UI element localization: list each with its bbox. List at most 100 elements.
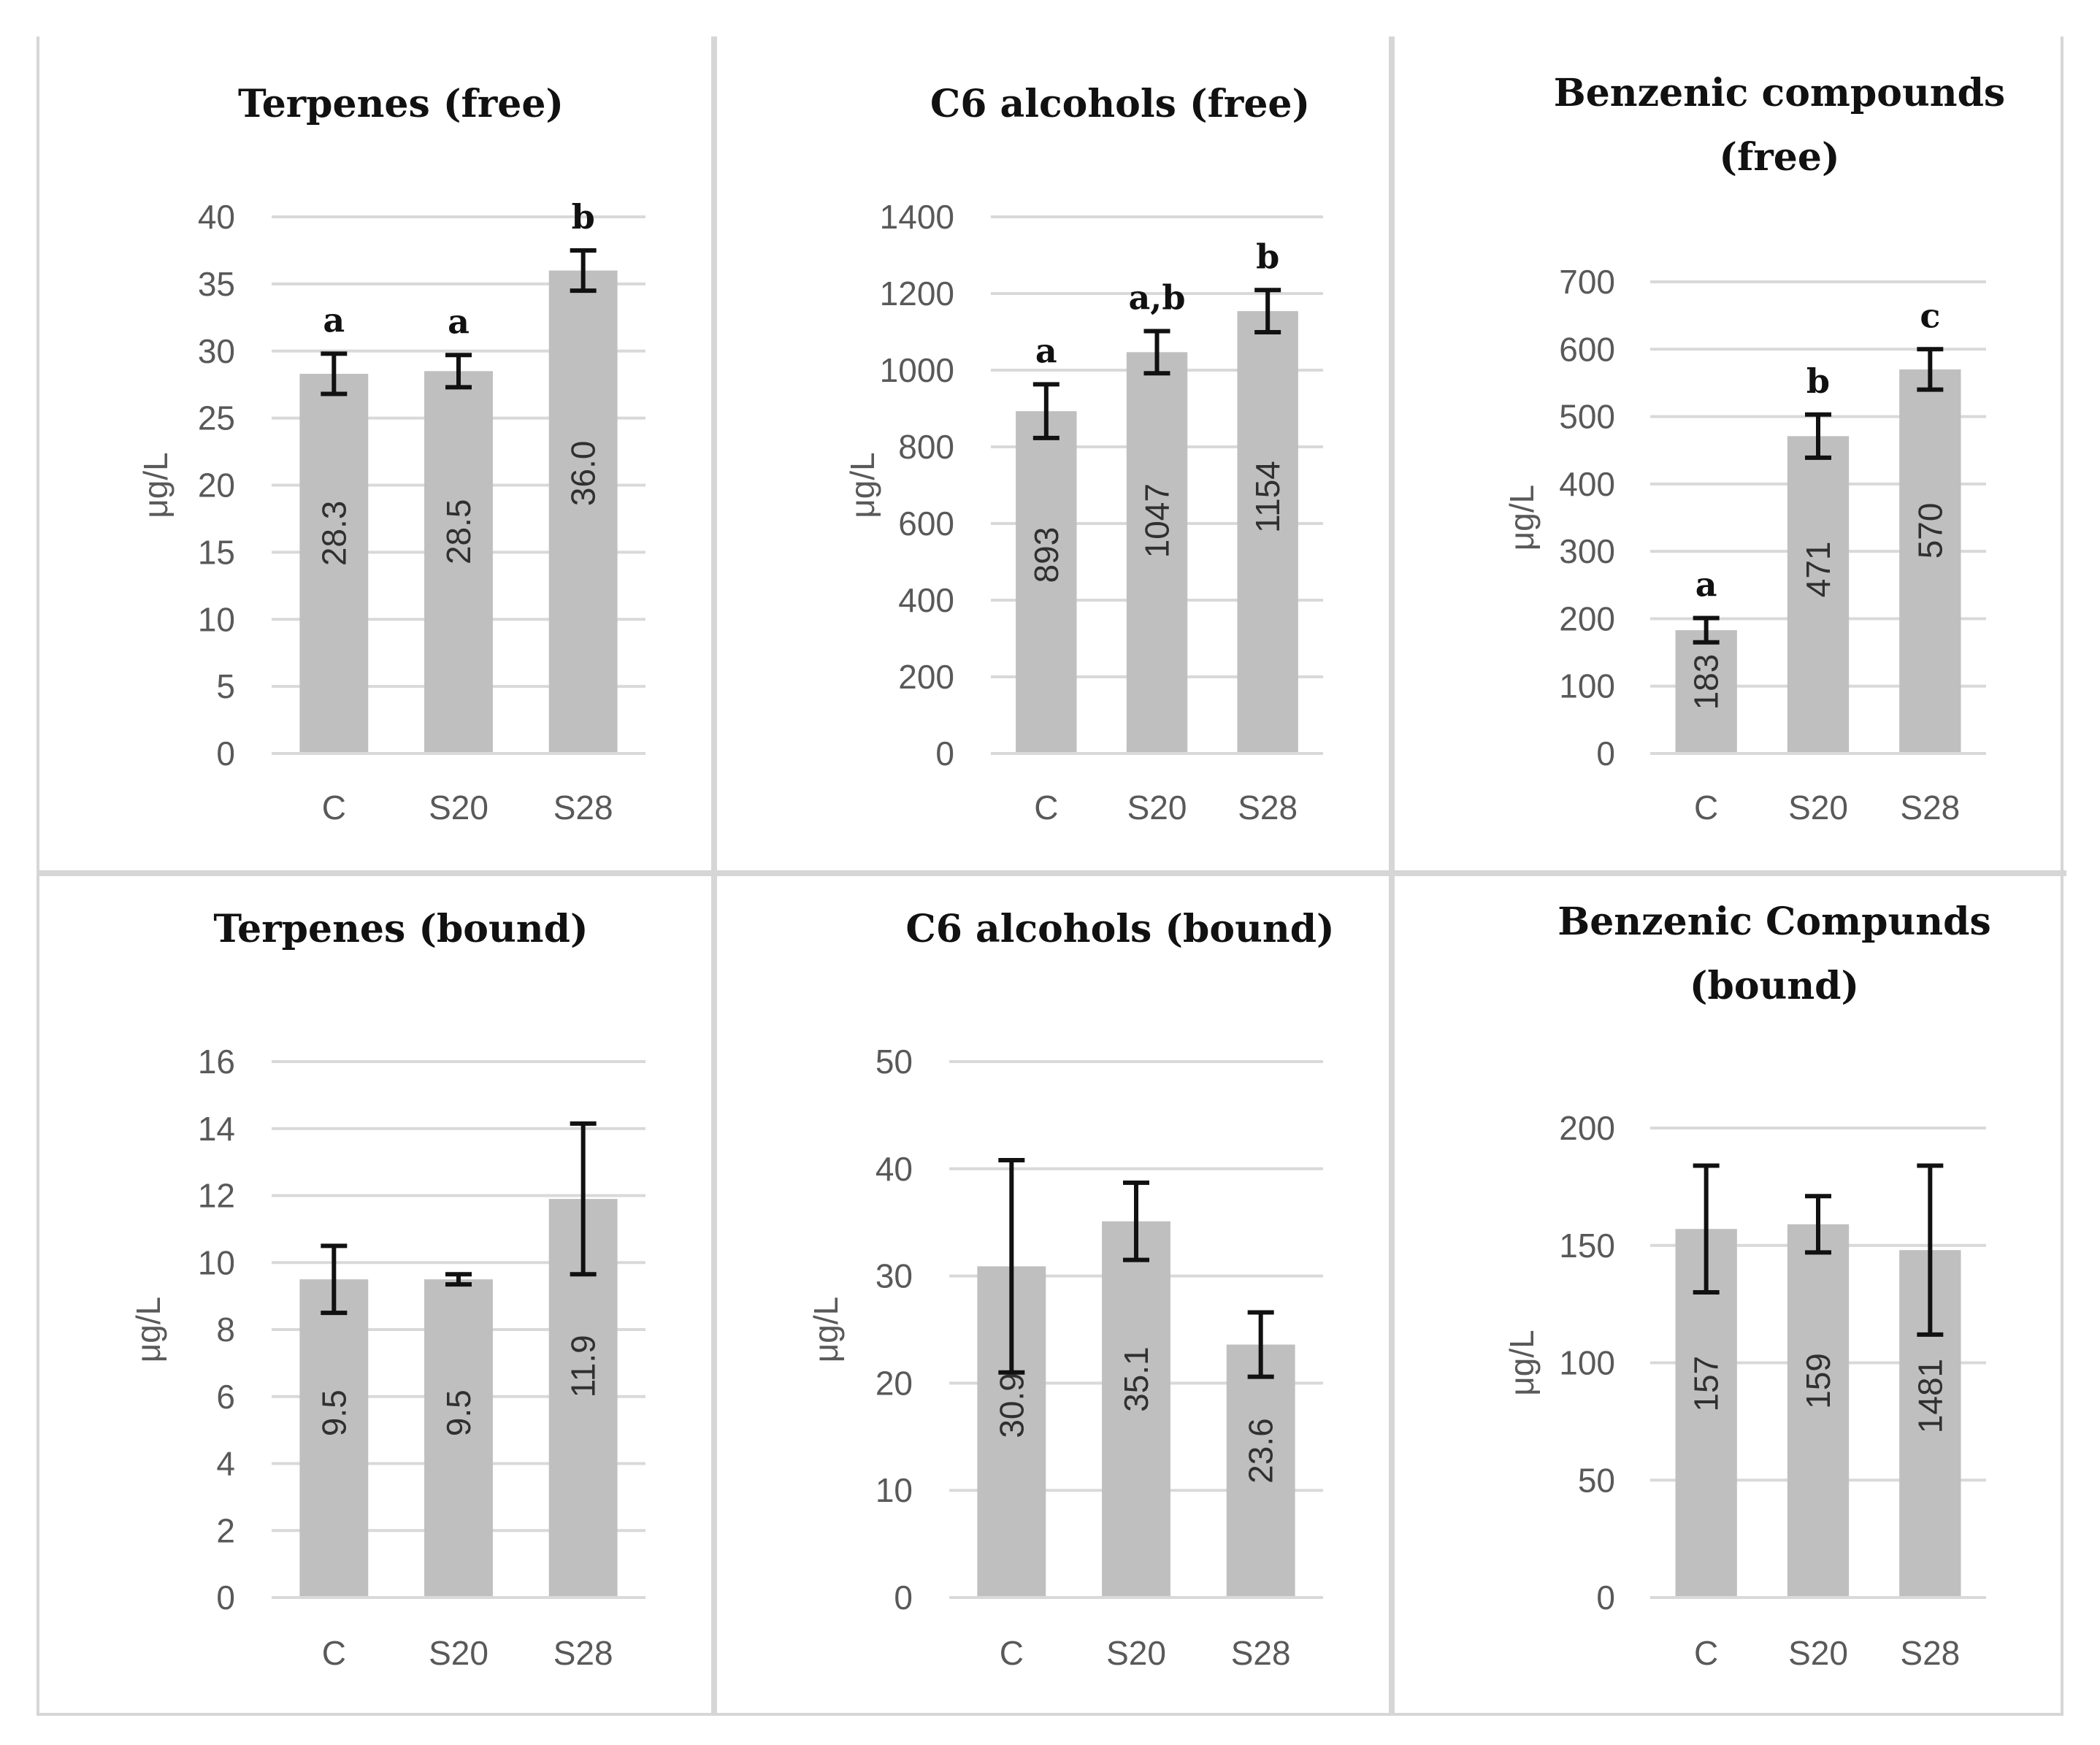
bar	[1787, 436, 1850, 753]
chart-terpenes-bound: Terpenes (bound) 0 2 4 6 8 10 12 14 16 μg/L 9.5 C 9.5…	[129, 907, 645, 1672]
y-tick-label: 16	[198, 1043, 235, 1081]
y-tick-label: 500	[1559, 398, 1615, 436]
chart-title: (bound)	[1690, 964, 1859, 1008]
y-tick-label: 25	[198, 399, 235, 437]
data-label: 471	[1799, 542, 1837, 598]
data-label: 183	[1687, 654, 1725, 710]
y-tick-label: 20	[875, 1364, 913, 1402]
y-tick-label: 10	[198, 1243, 235, 1281]
x-tick-label: S28	[553, 1634, 613, 1672]
y-tick-label: 100	[1559, 667, 1615, 705]
significance-letter: a	[1035, 331, 1057, 370]
data-label: 1047	[1138, 483, 1176, 558]
y-tick-label: 200	[1559, 599, 1615, 637]
y-tick-label: 15	[198, 533, 235, 571]
y-tick-label: 300	[1559, 532, 1615, 570]
y-tick-label: 1000	[880, 351, 954, 389]
significance-letter: b	[572, 197, 595, 237]
bar	[424, 371, 493, 753]
y-tick-label: 1400	[880, 198, 954, 236]
data-label: 30.9	[992, 1373, 1030, 1438]
x-tick-label: C	[322, 1634, 346, 1672]
bar	[1787, 1224, 1850, 1598]
x-tick-label: S20	[429, 789, 488, 827]
y-tick-label: 400	[1559, 465, 1615, 503]
y-tick-label: 5	[216, 667, 235, 705]
figure-grid: Terpenes (free) 0 5 10 15 20 25 30 35 40 μg/L 28.3 a…	[37, 37, 2066, 1716]
chart-benzenic-free: Benzenic compounds (free) 0 100 200 300 400 500…	[1503, 71, 2005, 827]
data-label: 35.1	[1117, 1346, 1155, 1412]
y-tick-label: 600	[898, 505, 954, 542]
y-tick-label: 200	[898, 658, 954, 696]
x-tick-label: C	[1034, 789, 1058, 827]
panel-c6-alcohols-free: C6 alcohols (free) 0 200 400 600 800 1000 1200 1…	[717, 37, 1395, 876]
chart-benzenic-bound: Benzenic Compunds (bound) 0 50 100 150 200 μg/L…	[1503, 900, 1991, 1672]
y-tick-label: 50	[875, 1043, 913, 1081]
significance-letter: c	[1920, 296, 1940, 335]
data-label: 36.0	[564, 441, 602, 507]
bar	[1016, 411, 1077, 753]
y-axis-label: μg/L	[1503, 1330, 1541, 1395]
y-tick-label: 35	[198, 265, 235, 303]
y-tick-label: 800	[898, 428, 954, 466]
y-tick-label: 30	[198, 332, 235, 370]
x-tick-label: C	[322, 789, 346, 827]
significance-letter: a,b	[1129, 277, 1186, 317]
chart-terpenes-free: Terpenes (free) 0 5 10 15 20 25 30 35 40 μg/L 28.3 a…	[137, 82, 645, 827]
y-tick-label: 20	[198, 467, 235, 505]
y-tick-label: 150	[1559, 1227, 1615, 1265]
y-tick-label: 40	[875, 1150, 913, 1188]
chart-title: Benzenic compounds	[1554, 71, 2005, 115]
y-tick-label: 30	[875, 1257, 913, 1295]
x-tick-label: S28	[1900, 789, 1960, 827]
y-tick-label: 0	[894, 1579, 913, 1616]
x-tick-label: S20	[1788, 1634, 1848, 1672]
y-tick-label: 8	[216, 1311, 235, 1349]
x-tick-label: C	[1694, 789, 1718, 827]
data-label: 157	[1687, 1356, 1725, 1412]
y-axis-label: μg/L	[807, 1297, 845, 1362]
x-tick-label: C	[1000, 1634, 1024, 1672]
data-label: 9.5	[440, 1389, 478, 1436]
x-tick-label: S28	[1900, 1634, 1960, 1672]
y-tick-label: 200	[1559, 1109, 1615, 1147]
x-tick-label: S28	[553, 789, 613, 827]
bar	[1126, 352, 1188, 753]
bar	[299, 1279, 369, 1598]
y-axis-label: μg/L	[1503, 485, 1541, 551]
chart-title: (free)	[1719, 135, 1839, 180]
bar	[1675, 630, 1737, 753]
y-tick-label: 100	[1559, 1344, 1615, 1382]
y-tick-label: 4	[216, 1445, 235, 1483]
panel-benzenic-bound: Benzenic Compunds (bound) 0 50 100 150 200 μg/L…	[1395, 876, 2066, 1716]
chart-title: C6 alcohols (bound)	[905, 907, 1334, 951]
bar	[424, 1279, 493, 1598]
bar	[1226, 1344, 1295, 1598]
chart-title: Terpenes (bound)	[213, 907, 588, 951]
significance-letter: b	[1806, 361, 1830, 401]
panel-terpenes-bound: Terpenes (bound) 0 2 4 6 8 10 12 14 16 μg/L 9.5 C 9.5…	[39, 876, 717, 1716]
x-tick-label: C	[1694, 1634, 1718, 1672]
y-tick-label: 600	[1559, 330, 1615, 368]
chart-title: Terpenes (free)	[238, 82, 564, 126]
y-axis-label: μg/L	[137, 452, 175, 518]
data-label: 28.5	[440, 499, 478, 564]
y-tick-label: 0	[1596, 1579, 1615, 1616]
chart-title: C6 alcohols (free)	[930, 82, 1310, 126]
y-axis-label: μg/L	[129, 1297, 167, 1362]
data-label: 159	[1799, 1353, 1837, 1409]
y-tick-label: 14	[198, 1110, 235, 1148]
y-tick-label: 700	[1559, 263, 1615, 301]
chart-c6-alcohols-bound: C6 alcohols (bound) 0 10 20 30 40 50 μg/L 30.9 C 3…	[807, 907, 1335, 1672]
significance-letter: b	[1256, 237, 1279, 276]
panel-c6-alcohols-bound: C6 alcohols (bound) 0 10 20 30 40 50 μg/L 30.9 C 3…	[717, 876, 1395, 1716]
significance-letter: a	[323, 300, 345, 340]
panel-terpenes-free: Terpenes (free) 0 5 10 15 20 25 30 35 40 μg/L 28.3 a…	[39, 37, 717, 876]
x-tick-label: S20	[1106, 1634, 1166, 1672]
y-tick-label: 12	[198, 1177, 235, 1215]
data-label: 570	[1911, 503, 1949, 559]
panel-benzenic-free: Benzenic compounds (free) 0 100 200 300 400 500…	[1395, 37, 2066, 876]
x-tick-label: S28	[1238, 789, 1298, 827]
y-tick-label: 10	[198, 600, 235, 638]
y-tick-label: 0	[216, 735, 235, 772]
